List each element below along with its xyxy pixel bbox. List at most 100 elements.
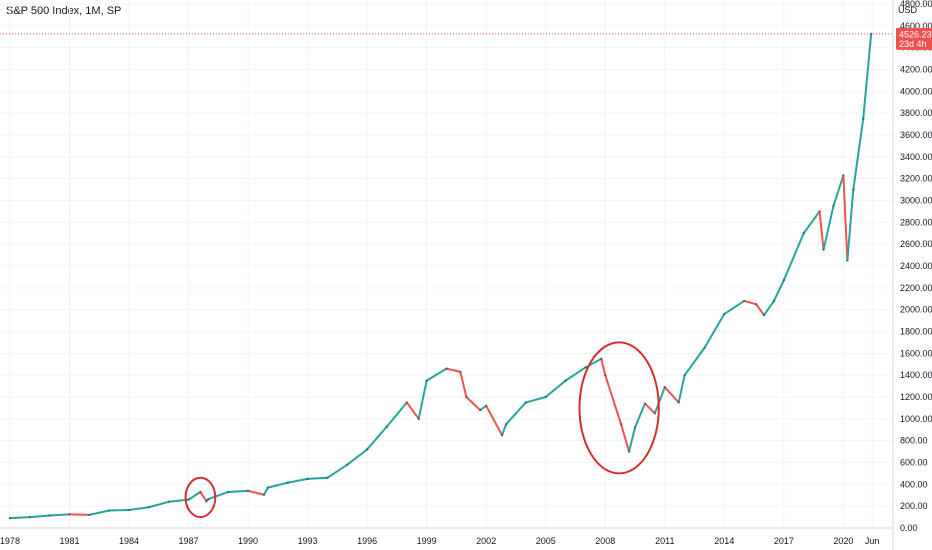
price-segment	[465, 396, 482, 412]
price-point	[266, 486, 270, 489]
price-point	[504, 423, 508, 426]
price-segment	[677, 374, 686, 404]
price-point	[600, 357, 603, 360]
price-point	[306, 477, 309, 481]
price-segment	[723, 299, 746, 316]
price-point	[832, 204, 835, 208]
x-tick-label: 1999	[417, 536, 437, 546]
price-point	[683, 373, 686, 377]
plot-area[interactable]	[0, 32, 893, 520]
x-tick-label: Jun	[865, 536, 880, 546]
price-point	[405, 401, 409, 404]
y-tick-label: 1800.00	[900, 327, 932, 337]
price-segment	[703, 313, 726, 349]
price-point	[417, 417, 420, 421]
last-price-value: 4526.23	[899, 29, 932, 39]
price-point	[862, 117, 865, 120]
price-segment	[147, 500, 170, 509]
price-segment	[842, 174, 849, 262]
price-segment	[88, 509, 111, 516]
price-segment	[832, 174, 845, 207]
price-segment	[8, 516, 31, 520]
price-segment	[852, 117, 865, 191]
price-segment	[108, 508, 130, 512]
y-tick-label: 600.00	[900, 458, 928, 468]
price-segment	[425, 367, 448, 382]
price-point	[445, 367, 448, 370]
price-point	[677, 401, 680, 404]
price-segment	[620, 423, 631, 453]
grid-lines	[0, 0, 893, 529]
x-tick-label: 2020	[833, 536, 853, 546]
price-segment	[405, 401, 420, 420]
price-segment	[127, 506, 150, 511]
price-segment	[445, 367, 462, 373]
price-segment	[634, 402, 646, 429]
price-point	[326, 476, 329, 479]
y-tick-label: 0.00	[900, 523, 918, 533]
price-segment	[346, 448, 369, 466]
price-point	[653, 412, 657, 415]
price-point	[459, 370, 462, 374]
price-point	[107, 509, 111, 512]
last-price-countdown: 23d 4h	[899, 39, 927, 49]
price-segment	[822, 204, 835, 251]
price-segment	[48, 513, 71, 517]
price-point	[754, 303, 758, 306]
price-segment	[262, 486, 269, 496]
price-segment	[628, 426, 637, 453]
y-tick-label: 4800.00	[900, 0, 932, 9]
price-segment	[417, 379, 428, 420]
price-segment	[459, 370, 468, 398]
price-segment	[207, 490, 230, 501]
price-point	[663, 385, 666, 389]
price-segment	[663, 386, 680, 404]
x-tick-label: 1987	[179, 536, 199, 546]
price-segment	[643, 402, 656, 415]
price-point	[479, 408, 482, 412]
price-axis[interactable]: 0.00 200.00 400.00 600.00 800.00 1000.00 1200.…	[892, 0, 932, 550]
price-point	[365, 448, 369, 451]
y-tick-label: 3600.00	[900, 130, 932, 140]
price-segment	[286, 477, 309, 484]
last-price-label: 4526.23 23d 4h	[896, 27, 932, 50]
price-segment	[479, 404, 488, 412]
y-tick-label: 800.00	[900, 436, 928, 446]
price-point	[262, 493, 266, 496]
price-point	[564, 379, 567, 382]
time-axis[interactable]: 1978 1981 1984 1987 1990 1993 1996 1999 2002 2005…	[0, 527, 893, 546]
price-segment	[485, 404, 504, 437]
price-axis-unit: USD	[898, 5, 918, 15]
price-point	[742, 299, 746, 303]
price-point	[88, 513, 91, 517]
y-tick-label: 2600.00	[900, 239, 932, 249]
last-price-badge	[896, 27, 932, 50]
y-tick-label: 4000.00	[900, 86, 932, 96]
price-segment	[846, 188, 855, 262]
price-segment	[524, 396, 547, 404]
price-segment	[227, 489, 250, 493]
x-tick-label: 2011	[655, 536, 674, 546]
price-segment	[782, 232, 805, 282]
y-tick-label: 2200.00	[900, 283, 932, 293]
price-point	[723, 312, 726, 316]
x-tick-label: 1984	[119, 536, 139, 546]
price-segment	[653, 386, 666, 415]
price-segment	[544, 379, 567, 398]
y-tick-label: 4200.00	[900, 65, 932, 75]
annotation-ellipse	[184, 476, 217, 519]
price-point	[48, 514, 51, 517]
price-segment	[755, 303, 766, 317]
x-tick-label: 1993	[298, 536, 318, 546]
price-point	[205, 500, 208, 503]
price-segment	[326, 463, 349, 479]
price-segment	[818, 210, 825, 251]
price-point	[385, 425, 389, 428]
price-segment	[501, 423, 508, 437]
price-point	[524, 401, 528, 404]
y-tick-label: 4600.00	[900, 21, 932, 31]
price-point	[207, 497, 210, 501]
price-point	[584, 366, 587, 369]
price-segment	[743, 299, 758, 306]
